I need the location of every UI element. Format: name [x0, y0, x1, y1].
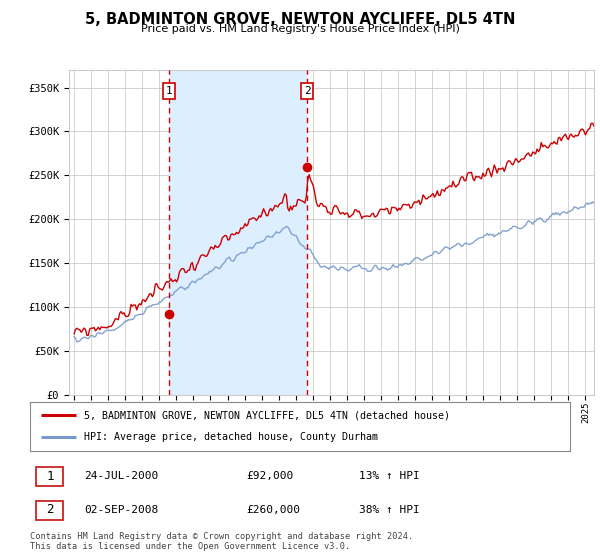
Text: 24-JUL-2000: 24-JUL-2000 — [84, 471, 158, 481]
Text: 02-SEP-2008: 02-SEP-2008 — [84, 505, 158, 515]
Text: 1: 1 — [166, 86, 172, 96]
Text: HPI: Average price, detached house, County Durham: HPI: Average price, detached house, Coun… — [84, 432, 378, 442]
Text: 2: 2 — [46, 503, 54, 516]
Text: Contains HM Land Registry data © Crown copyright and database right 2024.
This d: Contains HM Land Registry data © Crown c… — [30, 532, 413, 552]
Text: 1: 1 — [46, 469, 54, 483]
Bar — [169, 70, 307, 395]
FancyBboxPatch shape — [37, 501, 64, 520]
Text: £260,000: £260,000 — [246, 505, 300, 515]
Text: Price paid vs. HM Land Registry's House Price Index (HPI): Price paid vs. HM Land Registry's House … — [140, 24, 460, 34]
Text: £92,000: £92,000 — [246, 471, 293, 481]
FancyBboxPatch shape — [37, 467, 64, 486]
Text: 38% ↑ HPI: 38% ↑ HPI — [359, 505, 420, 515]
Text: 13% ↑ HPI: 13% ↑ HPI — [359, 471, 420, 481]
Text: 2: 2 — [304, 86, 310, 96]
Text: 5, BADMINTON GROVE, NEWTON AYCLIFFE, DL5 4TN: 5, BADMINTON GROVE, NEWTON AYCLIFFE, DL5… — [85, 12, 515, 27]
Text: 5, BADMINTON GROVE, NEWTON AYCLIFFE, DL5 4TN (detached house): 5, BADMINTON GROVE, NEWTON AYCLIFFE, DL5… — [84, 410, 450, 421]
